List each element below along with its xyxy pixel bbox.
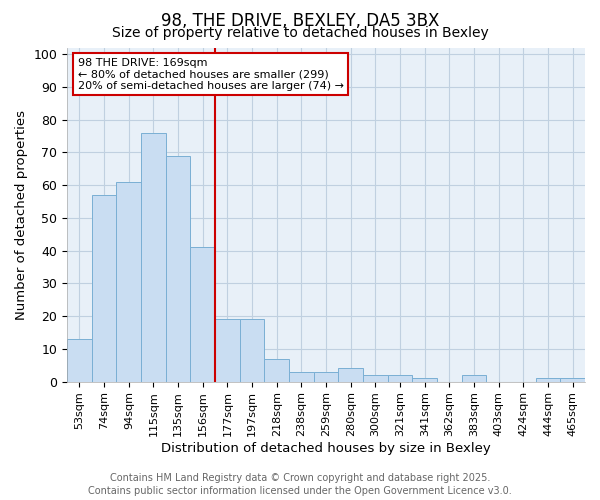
Bar — [215, 320, 240, 382]
Bar — [265, 358, 289, 382]
Bar — [190, 248, 215, 382]
Bar — [141, 132, 166, 382]
Bar — [67, 339, 92, 382]
Bar — [536, 378, 560, 382]
Y-axis label: Number of detached properties: Number of detached properties — [15, 110, 28, 320]
Text: Size of property relative to detached houses in Bexley: Size of property relative to detached ho… — [112, 26, 488, 40]
Text: 98 THE DRIVE: 169sqm
← 80% of detached houses are smaller (299)
20% of semi-deta: 98 THE DRIVE: 169sqm ← 80% of detached h… — [77, 58, 344, 90]
Bar — [166, 156, 190, 382]
Text: Contains HM Land Registry data © Crown copyright and database right 2025.
Contai: Contains HM Land Registry data © Crown c… — [88, 473, 512, 496]
Bar — [240, 320, 265, 382]
Bar — [289, 372, 314, 382]
Bar — [412, 378, 437, 382]
Text: 98, THE DRIVE, BEXLEY, DA5 3BX: 98, THE DRIVE, BEXLEY, DA5 3BX — [161, 12, 439, 30]
Bar — [560, 378, 585, 382]
Bar — [462, 375, 487, 382]
Bar — [388, 375, 412, 382]
Bar — [116, 182, 141, 382]
Bar — [314, 372, 338, 382]
Bar — [92, 195, 116, 382]
Bar — [338, 368, 363, 382]
Bar — [363, 375, 388, 382]
X-axis label: Distribution of detached houses by size in Bexley: Distribution of detached houses by size … — [161, 442, 491, 455]
